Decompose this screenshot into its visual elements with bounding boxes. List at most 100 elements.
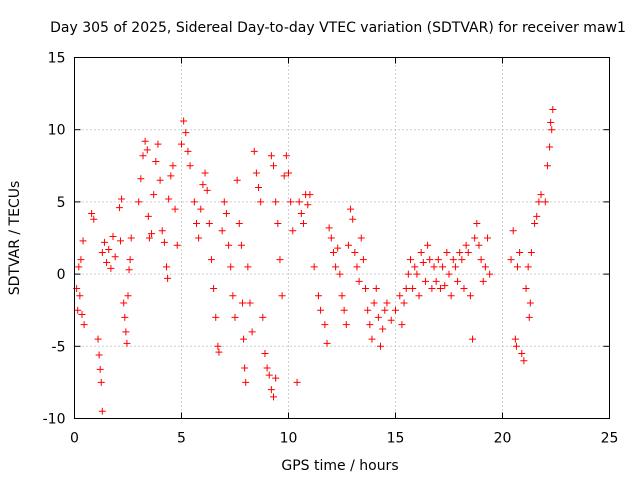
data-point (173, 241, 181, 249)
data-point (276, 256, 284, 264)
data-point (364, 306, 372, 314)
data-point (379, 325, 387, 333)
data-point (522, 285, 530, 293)
data-points (73, 105, 557, 415)
data-point (127, 234, 135, 242)
data-point (220, 198, 228, 206)
data-point (293, 378, 301, 386)
data-point (454, 277, 462, 285)
data-point (190, 198, 198, 206)
data-point (486, 270, 494, 278)
data-point (135, 198, 143, 206)
data-point (270, 393, 278, 401)
data-point (238, 299, 246, 307)
data-point (475, 241, 483, 249)
data-point (306, 191, 314, 199)
data-point (160, 238, 168, 246)
data-point (158, 227, 166, 235)
data-point (329, 248, 337, 256)
data-point (123, 339, 131, 347)
data-point (381, 306, 389, 314)
data-point (244, 263, 252, 271)
data-point (310, 263, 318, 271)
data-point (334, 244, 342, 252)
data-point (111, 253, 119, 261)
data-point (103, 259, 111, 267)
data-point (366, 321, 374, 329)
data-point (95, 351, 103, 359)
y-tick-label: 10 (48, 123, 66, 139)
x-tick-label: 0 (70, 431, 79, 447)
data-point (547, 118, 555, 126)
data-point (124, 292, 132, 300)
grid (74, 57, 610, 419)
data-point (120, 299, 128, 307)
data-point (338, 292, 346, 300)
data-point (137, 175, 145, 183)
data-point (434, 256, 442, 264)
data-point (327, 234, 335, 242)
data-point (207, 256, 215, 264)
data-point (409, 285, 417, 293)
data-point (419, 259, 427, 267)
data-point (447, 292, 455, 300)
data-point (436, 285, 444, 293)
data-point (512, 342, 520, 350)
data-point (154, 140, 162, 148)
data-point (145, 234, 153, 242)
data-point (182, 129, 190, 137)
data-point (479, 277, 487, 285)
data-point (96, 365, 104, 373)
data-point (541, 198, 549, 206)
data-point (304, 201, 312, 209)
data-point (351, 248, 359, 256)
data-point (77, 256, 85, 264)
data-point (246, 299, 254, 307)
data-point (340, 306, 348, 314)
data-point (80, 321, 88, 329)
data-point (317, 306, 325, 314)
data-point (481, 263, 489, 271)
data-point (537, 191, 545, 199)
data-point (261, 350, 269, 358)
data-point (432, 277, 440, 285)
data-point (297, 209, 305, 217)
data-point (406, 256, 414, 264)
data-point (400, 299, 408, 307)
data-point (359, 256, 367, 264)
x-tick-label: 15 (387, 431, 405, 447)
data-point (430, 263, 438, 271)
y-tick-label: -10 (43, 412, 66, 428)
y-tick-label: 5 (57, 195, 66, 211)
data-point (150, 191, 158, 199)
data-point (546, 143, 554, 151)
data-point (272, 374, 280, 382)
data-point (342, 321, 350, 329)
data-point (178, 140, 185, 148)
data-point (466, 292, 474, 300)
data-point (549, 105, 557, 113)
data-point (144, 212, 152, 220)
data-point (171, 205, 179, 213)
data-point (321, 321, 329, 329)
data-point (125, 266, 133, 274)
data-point (197, 205, 205, 213)
data-point (484, 234, 492, 242)
data-point (79, 237, 87, 245)
data-point (152, 157, 160, 165)
data-point (456, 248, 464, 256)
data-point (441, 282, 449, 290)
data-point (524, 263, 532, 271)
data-point (458, 256, 466, 264)
x-tick-label: 25 (601, 431, 619, 447)
data-point (78, 311, 86, 319)
data-point (274, 220, 282, 228)
data-point (392, 306, 399, 314)
data-point (165, 195, 173, 203)
data-point (477, 256, 485, 264)
data-point (233, 176, 241, 184)
data-point (214, 342, 222, 350)
data-point (278, 292, 286, 300)
data-point (526, 299, 534, 307)
data-point (344, 241, 352, 249)
